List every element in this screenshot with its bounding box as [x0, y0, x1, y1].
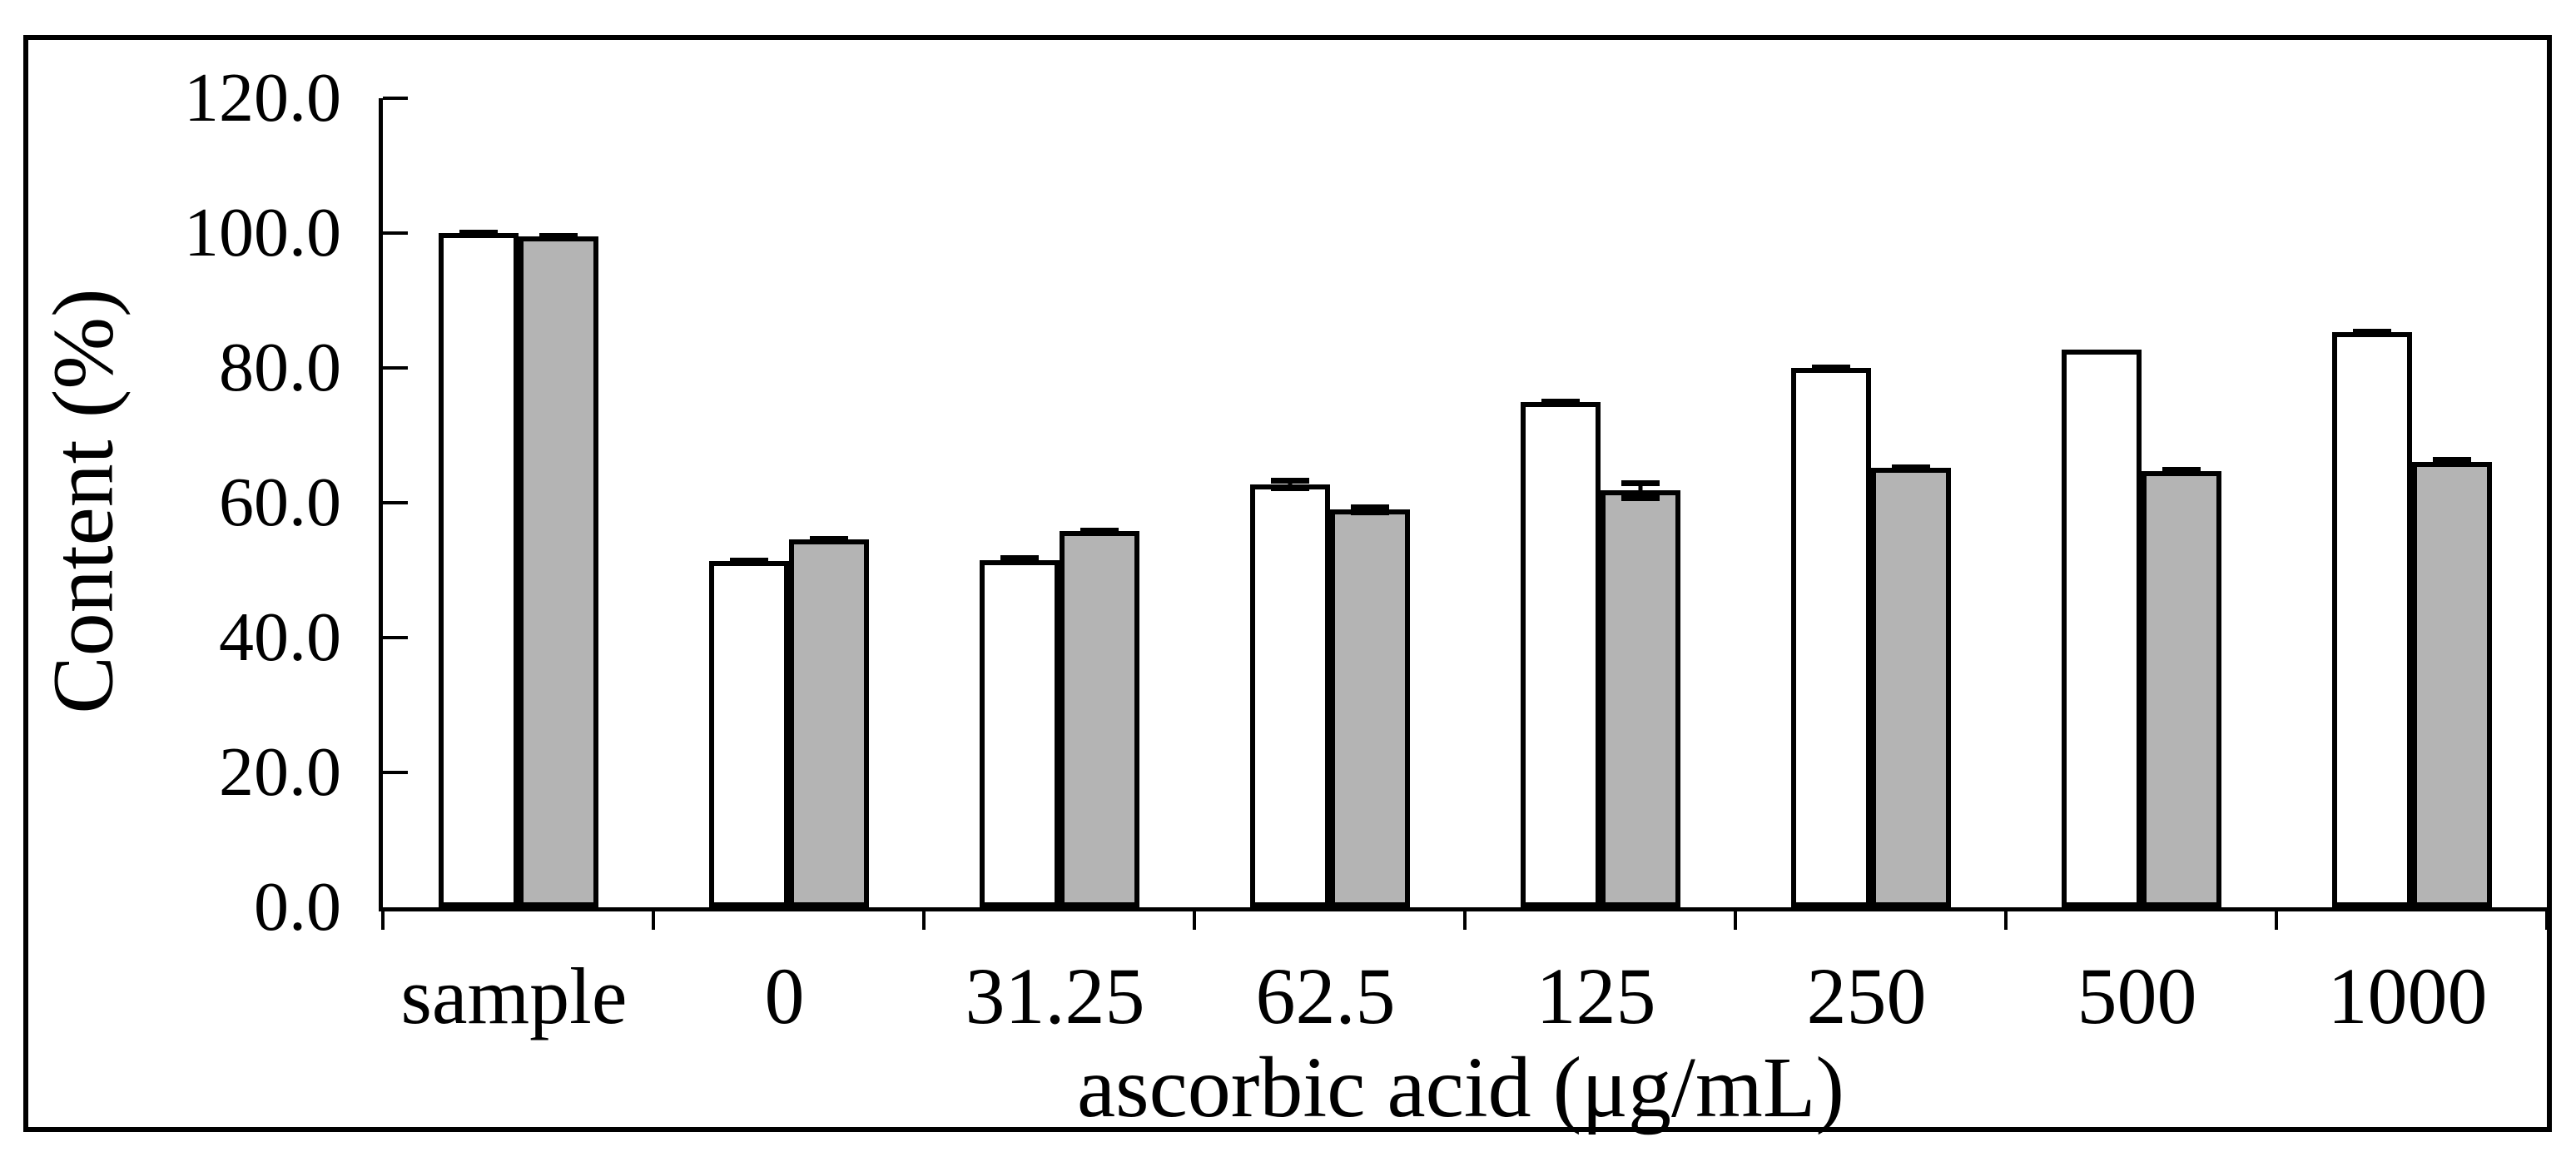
gray-bar-0 — [788, 539, 869, 907]
error-bar-part — [1541, 398, 1580, 405]
y-tick — [383, 501, 408, 504]
error-bar-part — [1000, 559, 1039, 565]
x-tick — [2545, 907, 2549, 930]
error-bar — [1080, 527, 1119, 535]
y-tick — [383, 366, 408, 370]
error-bar-part — [1811, 365, 1850, 372]
error-bar-part — [459, 231, 498, 237]
y-tick-label: 60.0 — [219, 464, 341, 541]
y-tick — [383, 231, 408, 235]
error-bar — [1270, 478, 1309, 492]
x-tick-label: 62.5 — [1255, 951, 1396, 1040]
y-tick-label: 0.0 — [254, 868, 341, 946]
x-tick-label: 0 — [764, 951, 805, 1040]
gray-bar-sample — [518, 236, 598, 907]
error-bar — [1000, 555, 1039, 565]
x-tick — [381, 907, 385, 930]
error-bar — [1350, 504, 1389, 515]
gray-bar-31.25 — [1059, 531, 1139, 907]
error-bar — [1891, 464, 1930, 471]
error-bar-part — [1350, 509, 1389, 515]
x-tick-label: 31.25 — [965, 951, 1145, 1040]
error-bar-part — [1621, 494, 1660, 501]
error-bar-part — [1891, 464, 1930, 471]
white-bar-1000 — [2331, 332, 2412, 907]
x-tick-label: 250 — [1806, 951, 1927, 1040]
error-bar — [1811, 364, 1850, 372]
x-axis-labels: sample 0 31.25 62.5 125 250 500 1000 — [379, 951, 2543, 1042]
error-bar — [459, 229, 498, 237]
white-bar-250 — [1790, 368, 1871, 907]
y-axis-title: Content (%) — [35, 288, 132, 714]
plot-area: 0.0 20.0 40.0 60.0 80.0 100.0 120.0 — [184, 63, 2549, 942]
error-bar-part — [2352, 330, 2391, 336]
error-bar-part — [729, 557, 768, 564]
error-bar-part — [1350, 504, 1389, 510]
y-tick-label: 20.0 — [219, 733, 341, 812]
error-bar — [2162, 467, 2201, 475]
white-bar-31.25 — [979, 559, 1060, 907]
error-bar-part — [1080, 529, 1119, 535]
error-bar-part — [1000, 555, 1039, 562]
error-bar-part — [1270, 478, 1309, 484]
x-tick — [2004, 907, 2008, 930]
error-bar-part — [1270, 485, 1309, 492]
white-bar-125 — [1520, 401, 1601, 907]
x-tick — [922, 907, 926, 930]
error-bar-part — [1621, 480, 1660, 487]
gray-bar-1000 — [2411, 461, 2492, 907]
error-bar — [729, 557, 768, 564]
x-tick — [1463, 907, 1467, 930]
bar-group — [2006, 98, 2276, 907]
error-bar — [539, 233, 578, 240]
y-tick-label: 40.0 — [219, 598, 341, 677]
gray-bar-62.5 — [1329, 509, 1410, 907]
bar-group — [1194, 98, 1465, 907]
x-tick-label: 1000 — [2327, 951, 2488, 1040]
x-tick — [2275, 907, 2278, 930]
error-bar-part — [809, 535, 848, 542]
x-tick — [1193, 907, 1196, 930]
gray-bar-250 — [1870, 467, 1951, 907]
x-tick-label: 125 — [1536, 951, 1656, 1040]
bar-group — [2276, 98, 2547, 907]
y-tick — [383, 97, 408, 100]
error-bar-part — [2432, 456, 2471, 463]
error-bar — [2352, 329, 2391, 336]
error-bar-part — [2162, 469, 2201, 475]
x-tick — [1734, 907, 1737, 930]
error-bar-part — [1638, 480, 1642, 501]
x-tick-label: 500 — [2077, 951, 2197, 1040]
y-tick — [383, 636, 408, 640]
error-bar — [1621, 480, 1660, 501]
white-bar-sample — [438, 233, 519, 907]
x-axis-title: ascorbic acid (μg/mL) — [1076, 1040, 1845, 1135]
bar-group — [1735, 98, 2006, 907]
x-tick — [652, 907, 655, 930]
white-bar-0 — [708, 560, 789, 907]
white-bar-500 — [2061, 350, 2142, 907]
bar-group — [653, 98, 924, 907]
error-bar — [1541, 398, 1580, 405]
white-bar-62.5 — [1249, 484, 1330, 907]
gray-bar-500 — [2141, 470, 2221, 907]
bar-group — [1465, 98, 1735, 907]
error-bar — [2432, 456, 2471, 467]
y-tick-label: 80.0 — [219, 329, 341, 407]
error-bar-part — [1288, 478, 1292, 492]
error-bar — [809, 535, 848, 543]
y-tick-label: 120.0 — [184, 59, 341, 137]
x-tick-label: sample — [400, 951, 628, 1040]
bar-group — [924, 98, 1194, 907]
gray-bar-125 — [1600, 490, 1680, 907]
error-bar-part — [2432, 460, 2471, 467]
y-tick-label: 100.0 — [184, 194, 341, 271]
bar-group — [383, 98, 653, 907]
y-tick — [383, 771, 408, 775]
error-bar-part — [539, 233, 578, 240]
